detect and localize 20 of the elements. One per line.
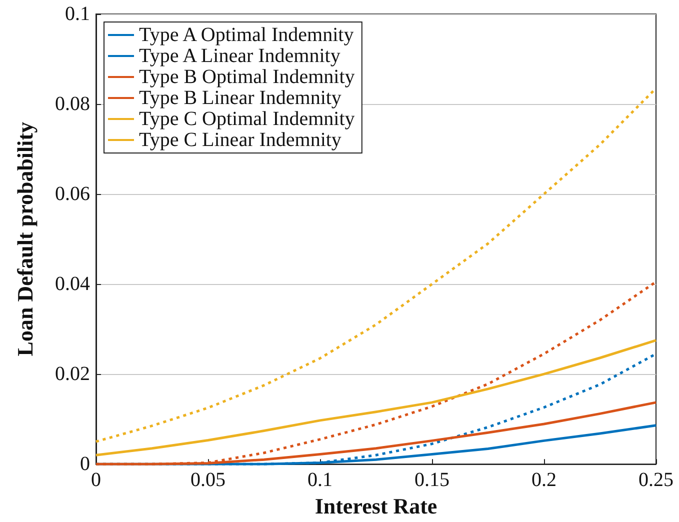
x-tick-label: 0.1 (308, 469, 332, 492)
y-tick-label: 0 (80, 453, 90, 476)
x-tick-label: 0.25 (638, 469, 674, 492)
x-tick-label: 0.15 (414, 469, 450, 492)
legend-label: Type B Optimal Indemnity (139, 66, 355, 88)
y-tick-label: 0.08 (55, 93, 90, 116)
y-axis-title: Loan Default probability (12, 122, 38, 356)
legend-label: Type A Optimal Indemnity (139, 24, 354, 46)
y-tick-label: 0.04 (55, 273, 90, 296)
legend-label: Type A Linear Indemnity (139, 45, 340, 67)
line-series (94, 339, 658, 456)
y-tick-label: 0.02 (55, 363, 90, 386)
legend-label: Type C Optimal Indemnity (139, 108, 355, 130)
x-tick-label: 0.2 (532, 469, 556, 492)
legend-label: Type C Linear Indemnity (139, 129, 342, 151)
y-tick-label: 0.06 (55, 183, 90, 206)
legend-label: Type B Linear Indemnity (139, 87, 342, 109)
y-tick-label: 0.1 (65, 3, 90, 25)
x-tick-label: 0.05 (190, 469, 226, 492)
x-axis-title: Interest Rate (314, 494, 438, 518)
